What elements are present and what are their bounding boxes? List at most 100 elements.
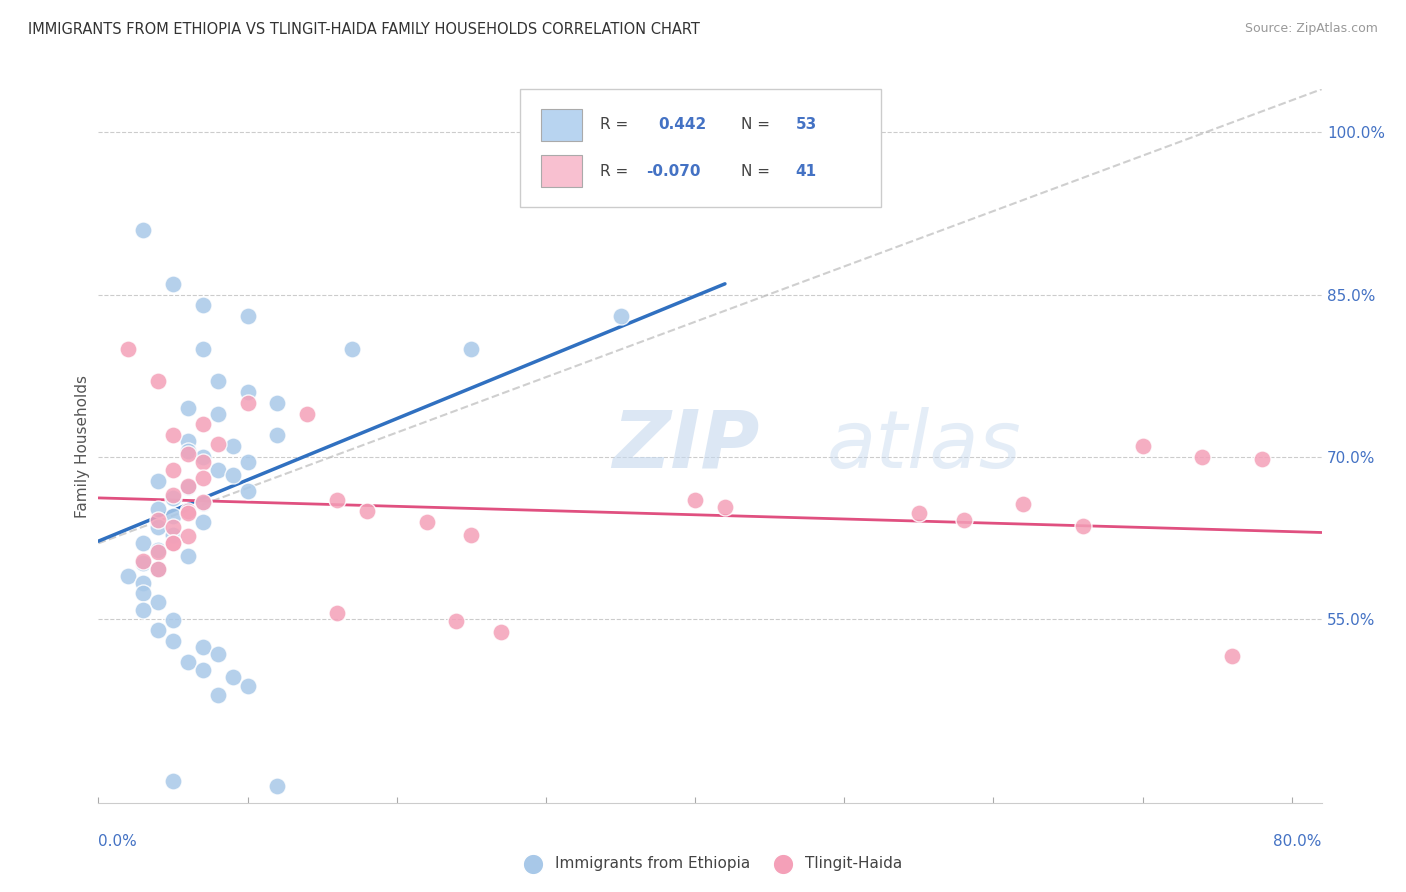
Point bbox=[609, 310, 631, 324]
Point bbox=[162, 774, 184, 789]
Point bbox=[207, 437, 229, 451]
Point bbox=[415, 515, 437, 529]
Point bbox=[340, 342, 363, 356]
Point bbox=[356, 504, 378, 518]
Point bbox=[266, 428, 288, 442]
Point bbox=[177, 434, 200, 448]
Text: IMMIGRANTS FROM ETHIOPIA VS TLINGIT-HAIDA FAMILY HOUSEHOLDS CORRELATION CHART: IMMIGRANTS FROM ETHIOPIA VS TLINGIT-HAID… bbox=[28, 22, 700, 37]
Y-axis label: Family Households: Family Households bbox=[75, 375, 90, 517]
Point bbox=[132, 536, 155, 550]
Point bbox=[177, 506, 200, 520]
Point bbox=[191, 455, 214, 469]
Point bbox=[1220, 648, 1243, 663]
Point bbox=[177, 549, 200, 564]
Point bbox=[460, 527, 482, 541]
Point bbox=[297, 407, 319, 421]
Point bbox=[146, 474, 169, 488]
Point bbox=[177, 446, 200, 460]
Point bbox=[207, 374, 229, 388]
FancyBboxPatch shape bbox=[541, 155, 582, 187]
Point bbox=[177, 444, 200, 458]
FancyBboxPatch shape bbox=[541, 109, 582, 141]
Point bbox=[162, 613, 184, 627]
Point bbox=[1191, 450, 1213, 464]
Point bbox=[952, 512, 974, 526]
Point bbox=[236, 310, 259, 324]
Point bbox=[236, 679, 259, 693]
Point bbox=[117, 342, 139, 356]
Point bbox=[177, 401, 200, 416]
Text: R =: R = bbox=[600, 118, 633, 132]
Point bbox=[177, 479, 200, 493]
Point bbox=[132, 556, 155, 570]
Text: ZIP: ZIP bbox=[612, 407, 759, 485]
Point bbox=[146, 512, 169, 526]
Point bbox=[177, 504, 200, 518]
Text: N =: N = bbox=[741, 118, 775, 132]
Point bbox=[908, 506, 931, 520]
Point bbox=[132, 586, 155, 600]
Point bbox=[1251, 452, 1274, 467]
Text: 53: 53 bbox=[796, 118, 817, 132]
Text: R =: R = bbox=[600, 164, 633, 178]
Point bbox=[326, 606, 349, 620]
Point bbox=[460, 342, 482, 356]
Point bbox=[117, 568, 139, 582]
Point bbox=[191, 515, 214, 529]
Point bbox=[207, 647, 229, 661]
Point bbox=[132, 603, 155, 617]
Point bbox=[489, 624, 512, 639]
Point bbox=[207, 407, 229, 421]
Point bbox=[146, 562, 169, 576]
Point bbox=[1071, 519, 1094, 533]
Text: atlas: atlas bbox=[827, 407, 1021, 485]
Point bbox=[191, 342, 214, 356]
Point bbox=[146, 623, 169, 637]
Point bbox=[146, 520, 169, 534]
Point bbox=[162, 536, 184, 550]
Point bbox=[146, 374, 169, 388]
Point bbox=[132, 576, 155, 591]
Point bbox=[162, 536, 184, 550]
Point bbox=[162, 428, 184, 442]
Point bbox=[177, 480, 200, 494]
Point bbox=[146, 562, 169, 576]
Point bbox=[162, 491, 184, 505]
Point bbox=[162, 527, 184, 541]
Point bbox=[221, 670, 243, 684]
Point bbox=[266, 396, 288, 410]
Point bbox=[683, 493, 706, 508]
Text: 80.0%: 80.0% bbox=[1274, 834, 1322, 849]
FancyBboxPatch shape bbox=[520, 89, 882, 207]
Point bbox=[191, 663, 214, 677]
Point bbox=[162, 509, 184, 524]
Point bbox=[146, 545, 169, 559]
Point bbox=[326, 493, 349, 508]
Text: 41: 41 bbox=[796, 164, 817, 178]
Point bbox=[1132, 439, 1154, 453]
Point bbox=[236, 455, 259, 469]
Point bbox=[236, 396, 259, 410]
Point bbox=[191, 417, 214, 432]
Point bbox=[146, 542, 169, 557]
Point bbox=[162, 520, 184, 534]
Legend: Immigrants from Ethiopia, Tlingit-Haida: Immigrants from Ethiopia, Tlingit-Haida bbox=[512, 850, 908, 877]
Point bbox=[191, 640, 214, 654]
Point bbox=[191, 495, 214, 509]
Point bbox=[132, 553, 155, 567]
Point bbox=[146, 595, 169, 609]
Point bbox=[207, 688, 229, 702]
Point bbox=[191, 298, 214, 312]
Text: -0.070: -0.070 bbox=[647, 164, 702, 178]
Point bbox=[132, 223, 155, 237]
Point bbox=[714, 500, 737, 514]
Point bbox=[177, 655, 200, 669]
Text: 0.0%: 0.0% bbox=[98, 834, 138, 849]
Point bbox=[1012, 497, 1035, 511]
Point bbox=[162, 277, 184, 291]
Point bbox=[191, 450, 214, 464]
Point bbox=[162, 633, 184, 648]
Point bbox=[162, 488, 184, 502]
Point bbox=[236, 484, 259, 499]
Point bbox=[266, 779, 288, 793]
